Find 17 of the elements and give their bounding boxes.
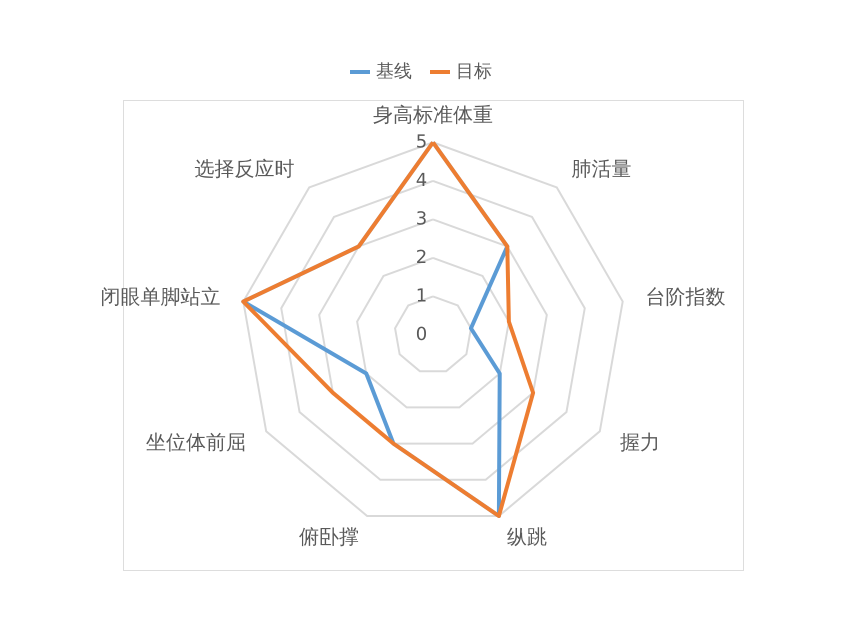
spoke-label: 闭眼单脚站立 [100,284,221,309]
spoke-label: 身高标准体重 [373,102,493,126]
y-tick-label: 2 [416,246,428,268]
y-tick-label: 4 [416,170,428,191]
y-tick-label: 0 [416,324,428,345]
y-tick-label: 1 [416,285,428,306]
legend-label: 目标 [456,61,492,82]
spoke-label: 俯卧撑 [299,524,360,549]
legend-label: 基线 [376,61,412,82]
spoke-label: 坐位体前屈 [146,430,246,454]
spoke-label: 选择反应时 [194,156,294,181]
spoke-label: 纵跳 [506,524,547,549]
spoke-label: 台阶指数 [645,284,726,309]
y-tick-label: 3 [416,208,428,230]
spoke-label: 握力 [620,430,660,454]
spoke-label: 肺活量 [572,156,632,181]
y-tick-label: 5 [416,131,428,152]
